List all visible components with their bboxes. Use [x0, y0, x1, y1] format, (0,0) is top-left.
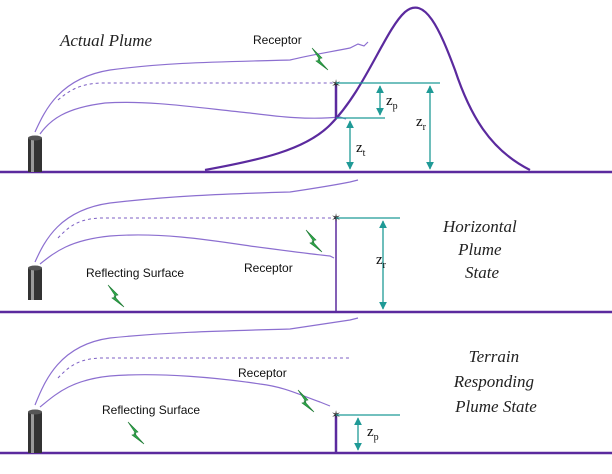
plume-lower-edge: [39, 374, 331, 408]
panel3-surface-label: Reflecting Surface: [102, 403, 200, 417]
plume-centerline: [57, 82, 336, 101]
plume-centerline: [57, 357, 350, 379]
panel3-receptor-label: Receptor: [238, 366, 287, 380]
lightning-icon: [127, 421, 145, 445]
plume-upper-edge: [34, 179, 359, 263]
zt-label: zt: [356, 140, 366, 159]
panel-terrain-responding: ✶ Receptor Reflecting Surface zp Terrain…: [0, 317, 612, 455]
plume-upper-edge: [34, 41, 369, 133]
plume-lower-edge: [39, 101, 347, 135]
smokestack-icon: [28, 135, 42, 172]
plume-lower-edge: [39, 234, 335, 265]
terrain-hill: [204, 6, 531, 172]
zp-label: zp: [386, 93, 398, 112]
panel2-receptor-label: Receptor: [244, 261, 293, 275]
plume-centerline: [57, 217, 336, 239]
plume-upper-edge: [34, 317, 359, 406]
zr-label: zr: [416, 114, 427, 133]
lightning-icon: [297, 389, 315, 413]
panel2-title: Horizontal Plume State: [442, 217, 521, 282]
panel1-title: Actual Plume: [59, 31, 153, 50]
smokestack-icon: [28, 265, 42, 300]
panel3-title: Terrain Responding Plume State: [453, 347, 539, 416]
lightning-icon: [107, 284, 125, 308]
lightning-icon: [311, 47, 329, 71]
zr-label: zr: [376, 252, 387, 271]
receptor-point-icon: ✶: [331, 77, 341, 91]
smokestack-icon: [28, 409, 42, 453]
panel-horizontal-plume: ✶ Receptor Reflecting Surface zr Horizon…: [0, 179, 612, 314]
zp-label: zp: [367, 424, 379, 443]
lightning-icon: [305, 229, 323, 253]
panel1-receptor-label: Receptor: [253, 33, 302, 47]
panel-actual-plume: ✶ Actual Plume Receptor zp zt zr: [0, 6, 612, 174]
panel2-surface-label: Reflecting Surface: [86, 266, 184, 280]
